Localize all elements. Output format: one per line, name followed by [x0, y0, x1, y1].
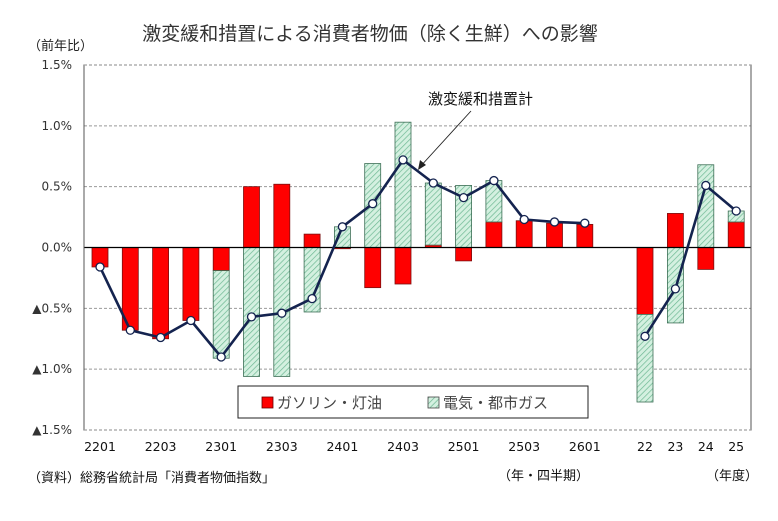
total-line-point: [277, 308, 287, 318]
bar-gasoline-kerosene: [485, 221, 503, 248]
x-tick-label: 2403: [387, 439, 419, 454]
annotation-label: 激変緩和措置計: [428, 90, 533, 108]
x-group-label-annual: （年度）: [706, 468, 758, 484]
bar-gasoline-kerosene: [576, 223, 594, 248]
annotation-arrow-line: [418, 110, 472, 169]
x-tick-label: 2501: [448, 439, 480, 454]
y-tick-label: 1.0%: [42, 119, 73, 133]
total-line-point: [458, 192, 469, 203]
y-tick-label: ▲1.0%: [32, 362, 72, 376]
bar-gasoline-kerosene: [455, 247, 473, 262]
bar-gasoline-kerosene: [273, 183, 291, 248]
x-tick-label: 2303: [266, 439, 298, 454]
bar-electricity-gas: [212, 270, 230, 359]
bar-gasoline-kerosene: [152, 247, 170, 340]
annotation: 激変緩和措置計: [418, 90, 533, 170]
total-line-point: [640, 331, 650, 341]
x-tick-label: 22: [637, 439, 653, 454]
bar-electricity-gas: [424, 182, 442, 246]
total-line-point: [731, 206, 741, 216]
y-tick-labels: 1.5% 1.0% 0.5% 0.0% ▲0.5% ▲1.0% ▲1.5%: [32, 58, 72, 437]
x-tick-label: 2301: [205, 439, 237, 454]
total-line-point: [216, 352, 226, 362]
total-line-point: [519, 214, 529, 225]
bar-electricity-gas: [394, 121, 412, 248]
y-tick-label: ▲0.5%: [32, 301, 72, 315]
total-line-point: [155, 332, 166, 343]
x-tick-label: 2601: [569, 439, 601, 454]
y-tick-label: 0.5%: [42, 180, 73, 194]
y-tick-label: ▲1.5%: [32, 423, 72, 437]
total-line: [98, 158, 585, 359]
x-tick-label: 2201: [84, 439, 116, 454]
total-line-point: [398, 155, 408, 165]
bar-gasoline-kerosene: [667, 213, 684, 248]
legend-box: [237, 385, 589, 419]
total-line-series: [95, 155, 741, 362]
x-tick-label: 23: [667, 439, 683, 454]
bar-gasoline-kerosene: [303, 233, 321, 248]
chart-title: 激変緩和措置による消費者物価（除く生鮮）への影響: [142, 23, 597, 45]
x-tick-label: 2503: [508, 439, 540, 454]
bar-gasoline-kerosene: [243, 186, 260, 248]
legend: ガソリン・灯油 電気・都市ガス: [237, 385, 589, 419]
x-tick-label: 24: [698, 439, 714, 454]
total-line-point: [186, 315, 196, 326]
legend-label-gasoline: ガソリン・灯油: [277, 394, 382, 412]
bar-gasoline-kerosene: [364, 247, 382, 289]
x-tick-label: 2401: [326, 439, 358, 454]
total-line-point: [489, 175, 499, 186]
total-line-point: [95, 262, 105, 272]
legend-swatch-gasoline: [261, 396, 274, 409]
total-line-point: [307, 293, 317, 304]
total-line-point: [701, 180, 711, 191]
bar-gasoline-kerosene: [697, 247, 715, 270]
bar-gasoline-kerosene: [727, 221, 745, 248]
x-tick-label: 2203: [145, 439, 177, 454]
y-tick-label: 0.0%: [42, 241, 73, 255]
total-line-point: [670, 284, 681, 294]
bar-gasoline-kerosene: [212, 247, 230, 272]
y-tick-label: 1.5%: [42, 58, 73, 72]
bar-gasoline-kerosene: [546, 222, 563, 248]
total-line-point: [580, 218, 590, 228]
x-tick-labels: 2201 2203 2301 2303 2401 2403 2501 2503 2601 22 23…: [84, 439, 744, 454]
total-line-point: [549, 217, 560, 227]
bar-gasoline-kerosene: [636, 247, 654, 315]
legend-swatch-electricity: [427, 396, 440, 409]
legend-label-electricity: 電気・都市ガス: [443, 394, 548, 412]
source-note: （資料）総務省統計局「消費者物価指数」: [28, 470, 275, 486]
bar-gasoline-kerosene: [515, 220, 533, 248]
total-line-point: [337, 222, 348, 232]
total-line-point: [428, 178, 438, 188]
bar-gasoline-kerosene: [182, 247, 200, 321]
bar-electricity-gas: [243, 247, 260, 377]
bar-gasoline-kerosene: [394, 247, 412, 285]
total-line-point: [368, 199, 378, 209]
x-group-label-quarterly: （年・四半期）: [498, 469, 589, 484]
total-line-point: [125, 325, 135, 335]
total-line-point: [246, 312, 257, 322]
annotation-arrow-head: [418, 160, 426, 170]
y-axis-unit-label: （前年比）: [28, 38, 93, 54]
bars: [91, 121, 745, 403]
x-tick-label: 25: [728, 439, 744, 454]
total-line: [643, 184, 738, 338]
